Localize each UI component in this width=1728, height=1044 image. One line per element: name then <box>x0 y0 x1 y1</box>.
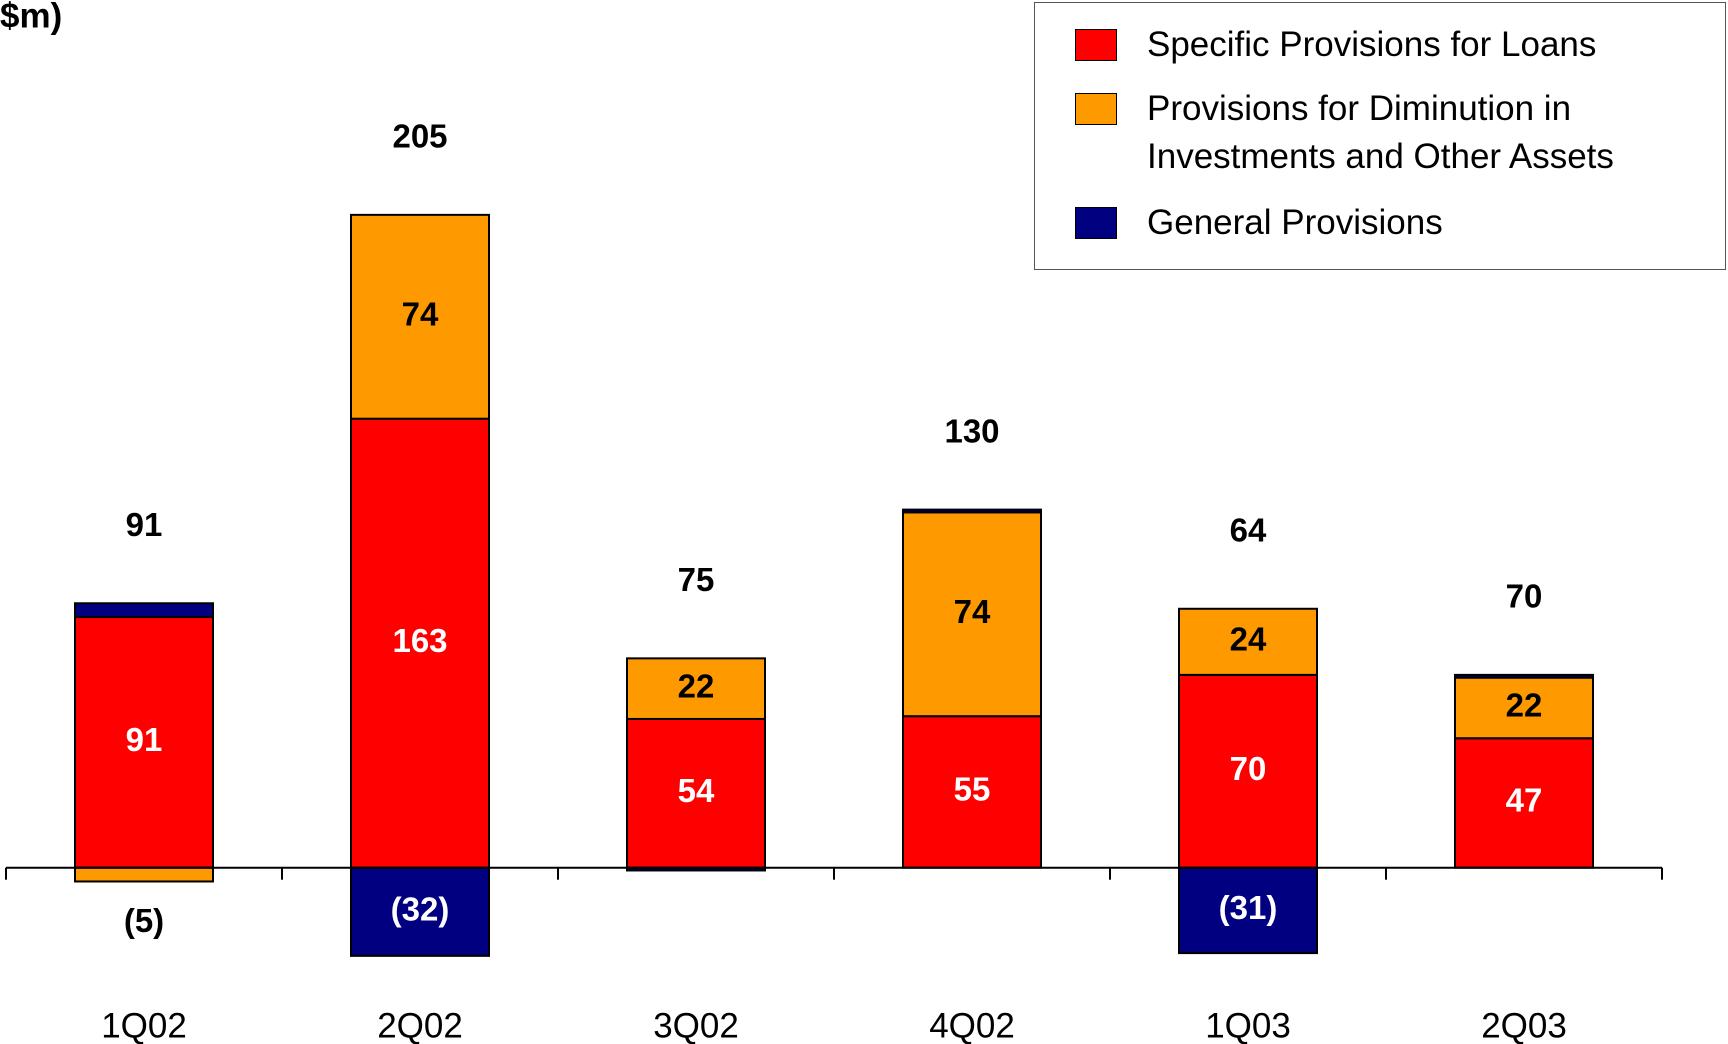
bar-segment <box>350 417 490 869</box>
bar-segment <box>350 866 490 957</box>
bar-segment <box>74 866 214 883</box>
bar-segment <box>626 657 766 720</box>
data-label: (32) <box>391 890 450 927</box>
bar-segment <box>1178 673 1318 869</box>
total-label: 70 <box>1506 578 1543 615</box>
data-label: 22 <box>678 667 715 704</box>
legend-label: General Provisions <box>1147 203 1443 242</box>
bar-segment <box>350 213 490 420</box>
bar-segment <box>1454 673 1594 679</box>
legend-item: Specific Provisions for Loans <box>1075 21 1707 69</box>
x-tick-label: 1Q03 <box>1205 1006 1291 1044</box>
x-tick-label: 4Q02 <box>929 1006 1015 1044</box>
data-label: 74 <box>402 295 439 332</box>
bar-segment <box>1454 676 1594 740</box>
data-label: 91 <box>126 721 163 758</box>
legend-swatch <box>1075 207 1117 239</box>
bar-segment <box>902 511 1042 718</box>
bar-segment <box>1178 607 1318 676</box>
bar-segment <box>902 508 1042 514</box>
data-label: 22 <box>1506 687 1543 724</box>
bar-segment <box>1178 866 1318 955</box>
x-tick-label: 3Q02 <box>653 1006 739 1044</box>
legend-label: Specific Provisions for Loans <box>1147 25 1597 64</box>
data-label: 74 <box>954 593 991 630</box>
bar-segment <box>626 717 766 869</box>
chart-title: $m) <box>0 0 62 35</box>
x-tick-label: 2Q02 <box>377 1006 463 1044</box>
bar-segment <box>902 715 1042 869</box>
data-label: 70 <box>1230 750 1267 787</box>
total-label: 130 <box>944 412 999 449</box>
legend-swatch <box>1075 93 1117 125</box>
data-label: (5) <box>124 902 164 939</box>
data-label: 163 <box>392 622 447 659</box>
legend-swatch <box>1075 29 1117 61</box>
bar-segment <box>74 616 214 869</box>
total-label: 91 <box>126 506 163 543</box>
legend-item: Provisions for Diminution in Investments… <box>1075 85 1707 181</box>
bar-segment <box>74 602 214 619</box>
bar-segment <box>1454 737 1594 869</box>
data-label: 24 <box>1230 621 1267 658</box>
total-label: 64 <box>1230 511 1267 548</box>
x-tick-label: 2Q03 <box>1481 1006 1567 1044</box>
total-label: 205 <box>392 118 447 155</box>
data-label: 54 <box>678 772 715 809</box>
legend-label: Provisions for Diminution in Investments… <box>1147 89 1614 176</box>
legend: Specific Provisions for Loans Provisions … <box>1034 2 1726 270</box>
data-label: 55 <box>954 771 991 808</box>
data-label: 47 <box>1506 782 1543 819</box>
x-tick-label: 1Q02 <box>101 1006 187 1044</box>
data-label: (31) <box>1219 889 1278 926</box>
legend-item: General Provisions <box>1075 199 1707 247</box>
total-label: 75 <box>678 561 715 598</box>
